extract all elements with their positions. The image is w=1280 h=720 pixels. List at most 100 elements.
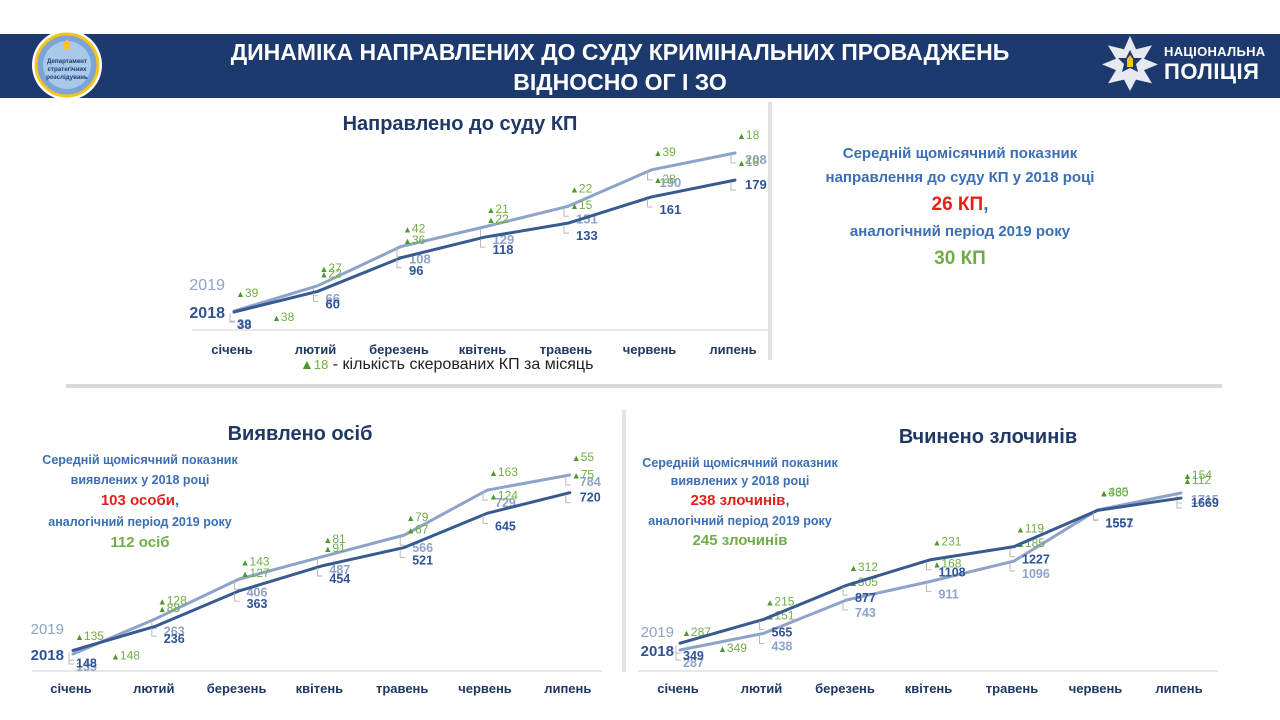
- crimes-series-2018-increment-label: ▲119: [1016, 522, 1044, 536]
- increment-triangle-icon: ▲: [718, 644, 727, 654]
- persons-series-2019-value-label: 135: [76, 660, 97, 674]
- section-divider-vertical-top: [768, 102, 772, 360]
- crimes-series-2019-value-label: 1561: [1106, 516, 1134, 530]
- sent-to-court-chart-title: Направлено до суду КП: [343, 113, 578, 135]
- sent-to-court-x-tick-label: липень: [709, 342, 756, 357]
- increment-triangle-icon: ▲: [1016, 525, 1025, 535]
- persons-series-2019-increment-label: ▲143: [241, 554, 270, 568]
- crimes-series-2018-line: [678, 496, 1183, 645]
- sent-to-court-series-2019-increment-label: ▲27: [320, 261, 343, 275]
- increment-triangle-icon: ▲: [933, 559, 942, 569]
- sent-to-court-series-2019-increment-label: ▲39: [654, 145, 677, 159]
- info-persons-comma: ,: [174, 492, 180, 509]
- sent-to-court-leader-line: [563, 225, 569, 234]
- increment-triangle-icon: ▲: [487, 215, 496, 225]
- increment-triangle-icon: ▲: [1183, 471, 1192, 481]
- increment-triangle-icon: ▲: [320, 269, 329, 279]
- info-top-value-2018: 26 КП: [931, 194, 984, 215]
- persons-series-2019-value-label: 263: [164, 625, 185, 639]
- header-bar: ДИНАМІКА НАПРАВЛЕНИХ ДО СУДУ КРИМІНАЛЬНИ…: [0, 34, 1280, 98]
- crimes-x-tick-label: травень: [986, 681, 1038, 696]
- increment-value: 55: [581, 450, 595, 464]
- sent-to-court-series-2018-value-label: 133: [576, 228, 598, 243]
- police-logo-line2: ПОЛІЦІЯ: [1164, 59, 1260, 84]
- police-logo-emblem: [1102, 36, 1158, 92]
- persons-leader-line: [399, 537, 406, 546]
- persons-series-2018-value-label: 521: [412, 554, 433, 568]
- info-persons-line1: Середній щомісячний показник: [42, 453, 238, 467]
- persons-series-2019-name: 2019: [31, 621, 64, 638]
- persons-chart-title: Виявлено осіб: [228, 423, 373, 445]
- increment-value: 124: [498, 488, 518, 502]
- increment-value: 22: [328, 266, 342, 280]
- department-logo-line1: Департамент: [47, 58, 87, 65]
- sent-to-court-series-2019-value-label: 39: [237, 316, 251, 331]
- increment-value: 119: [1025, 522, 1044, 536]
- increment-value: 112: [1192, 473, 1211, 487]
- sent-to-court-series-2019-increment-label: ▲21: [487, 202, 510, 216]
- department-logo-line2: стратегічних: [47, 66, 87, 73]
- crimes-leader-line: [842, 587, 848, 596]
- info-top-comma: ,: [983, 194, 989, 215]
- sent-to-court-series-2018-value-label: 38: [237, 317, 251, 332]
- info-crimes-line1: Середній щомісячний показник: [642, 456, 838, 470]
- sent-to-court-series-2018-increment-label: ▲22: [320, 266, 343, 280]
- sent-to-court-x-tick-label: квітень: [459, 342, 507, 357]
- persons-x-tick-label: липень: [544, 681, 591, 696]
- crimes-x-tick-label: квітень: [905, 681, 953, 696]
- page-title-line1: ДИНАМІКА НАПРАВЛЕНИХ ДО СУДУ КРИМІНАЛЬНИ…: [230, 39, 1010, 65]
- persons-series-2018-value-label: 720: [580, 491, 601, 505]
- crimes-series-2019-value-label: 287: [683, 656, 704, 670]
- sent-to-court-series-2018-value-label: 60: [326, 296, 340, 311]
- persons-leader-line: [234, 593, 240, 602]
- increment-value: 81: [332, 532, 346, 546]
- increment-value: 39: [245, 286, 259, 300]
- sent-to-court-leader-line: [229, 314, 235, 323]
- sent-to-court-series-2019-value-label: 66: [326, 291, 340, 306]
- persons-series-2018-value-label: 236: [164, 632, 185, 646]
- info-persons-value-2019: 112 осіб: [110, 534, 170, 551]
- sent-to-court-x-tick-label: січень: [211, 342, 252, 357]
- sent-to-court-series-2018-increment-label: ▲15: [570, 198, 593, 212]
- increment-triangle-icon: ▲: [654, 148, 663, 158]
- crimes-x-tick-label: січень: [657, 681, 698, 696]
- increment-value: 36: [412, 233, 426, 247]
- persons-leader-line: [565, 477, 571, 486]
- crimes-x-tick-label: лютий: [741, 681, 782, 696]
- sent-to-court-leader-line: [229, 313, 235, 322]
- increment-value: 168: [941, 556, 961, 570]
- info-top-line1: Середній щомісячний показник: [842, 145, 1078, 162]
- sent-to-court-x-tick-label: червень: [623, 342, 677, 357]
- legend: ▲18 - кількість скерованих КП за місяць: [300, 356, 593, 374]
- persons-leader-line: [151, 628, 157, 637]
- crimes-leader-line: [1009, 563, 1015, 572]
- crimes-leader-line: [842, 601, 848, 611]
- sent-to-court-leader-line: [396, 259, 402, 269]
- increment-triangle-icon: ▲: [158, 597, 167, 607]
- increment-value: 135: [84, 629, 104, 643]
- persons-series-2018-value-label: 363: [247, 597, 268, 611]
- sent-to-court-x-tick-label: березень: [369, 342, 429, 357]
- persons-series-2018-value-label: 454: [329, 572, 350, 586]
- increment-value: 148: [120, 648, 140, 662]
- crimes-series-2018-increment-label: ▲330: [1100, 485, 1129, 499]
- crimes-series-2019-value-label: 438: [772, 639, 793, 653]
- sent-to-court-series-2018-value-label: 161: [660, 202, 682, 217]
- increment-triangle-icon: ▲: [1100, 488, 1109, 498]
- crimes-x-tick-label: березень: [815, 681, 875, 696]
- sent-to-court-series-2019-increment-label: ▲39: [236, 286, 259, 300]
- sent-to-court-series-2019-line: [232, 151, 737, 313]
- sent-to-court-x-tick-label: травень: [540, 342, 592, 357]
- increment-value: 39: [662, 145, 676, 159]
- increment-value: 231: [941, 535, 961, 549]
- info-crimes-line2: виявлених у 2018 році: [670, 474, 810, 488]
- increment-triangle-icon: ▲: [933, 538, 942, 548]
- increment-triangle-icon: ▲: [570, 201, 579, 211]
- sent-to-court-leader-line: [396, 248, 402, 258]
- section-divider-horizontal: [66, 384, 1222, 388]
- increment-triangle-icon: ▲: [489, 491, 498, 501]
- crimes-series-2018-value-label: 1669: [1191, 496, 1219, 510]
- info-crimes-comma: ,: [785, 492, 790, 509]
- crimes-x-tick-label: червень: [1069, 681, 1123, 696]
- increment-value: 28: [662, 172, 676, 186]
